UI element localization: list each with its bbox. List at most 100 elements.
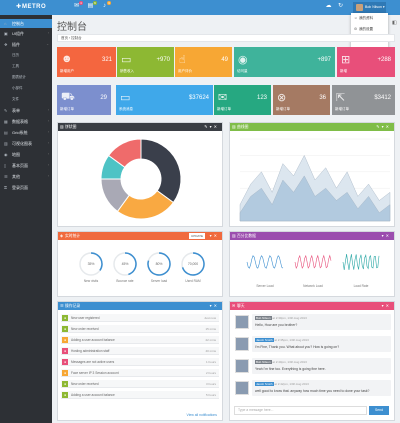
stat-value: 123 xyxy=(256,95,267,101)
sidebar-item-ui[interactable]: ▣ UI组件 ‹ xyxy=(0,29,52,38)
activity-list-item[interactable]: ● Adding a user account balance 5 hours xyxy=(61,391,219,399)
panel-tools[interactable]: ✎▾✕ xyxy=(204,124,219,129)
sidebar-item-label: 可视化图表 xyxy=(12,141,32,146)
menu-item-label: 我的资料 xyxy=(359,16,373,20)
sidebar-item-charts[interactable]: ▥ 可视化图表 ‹ xyxy=(0,139,52,148)
percent-stats-panel: ▥ 百分比数据 ▾✕ Server Load Network Load Load R… xyxy=(229,231,395,297)
chat-sender[interactable]: Jacob Smith xyxy=(255,338,274,342)
sidebar-subitem[interactable]: 日历 xyxy=(12,53,19,57)
stat-label: 销售收入 xyxy=(120,69,134,73)
money-icon: ● xyxy=(62,337,68,343)
sidebar-subitem[interactable]: 图表统计 xyxy=(12,75,26,79)
bell-icon[interactable]: ♪ 3 xyxy=(103,1,111,9)
breadcrumb-home-link[interactable]: 首页 xyxy=(61,36,68,40)
chat-input[interactable]: Type a message here... xyxy=(234,406,367,415)
activity-text: Face server IP 3 Session account xyxy=(71,371,119,375)
avatar xyxy=(235,315,249,329)
stat-tile[interactable]: ⊞ +288 新增 xyxy=(337,47,395,77)
sidebar-item-pages[interactable]: ▯ 基本页面 ‹ xyxy=(0,161,52,170)
sidebar-item-grid[interactable]: ▤ Grid系统 ‹ xyxy=(0,128,52,137)
chat-timestamp: at 2:30pm, 13th Aug 2013 xyxy=(272,316,307,320)
stat-tile[interactable]: ⛟ 29 新增订单 xyxy=(57,85,111,115)
chat-sender[interactable]: Bob Nilson xyxy=(255,360,272,364)
sidebar-item-label: 地图 xyxy=(12,152,20,157)
sidebar-item-plugins[interactable]: ❖ 插件 ⌄ xyxy=(0,40,52,49)
list-icon: ☰ xyxy=(60,303,64,308)
update-button[interactable]: UPDATE xyxy=(189,233,205,239)
mail-icon[interactable]: ✉ 4 xyxy=(73,1,83,9)
refresh-icon[interactable]: ↻ xyxy=(337,3,344,9)
gauge-value: 45% xyxy=(122,262,129,266)
gauge-label: Server load xyxy=(151,279,168,283)
cloud-icon[interactable]: ☁ xyxy=(325,3,332,9)
panel-tools[interactable]: ▾✕ xyxy=(381,233,391,238)
chevron-down-icon: ⌄ xyxy=(46,42,49,46)
panel-header: ▥ 饼状图 ✎▾✕ xyxy=(58,123,222,131)
sidebar-item-maps[interactable]: ◉ 地图 ‹ xyxy=(0,150,52,159)
breadcrumb: 首页 › 控制台 xyxy=(57,34,395,42)
component-icon: ▣ xyxy=(4,31,8,36)
sidebar-toggle-icon[interactable]: ◧ xyxy=(392,20,397,26)
sidebar-subitem[interactable]: 文件 xyxy=(12,97,19,101)
activity-text: Hosting administration staff xyxy=(71,349,110,353)
menu-item-settings[interactable]: ⚙ 我的设置 xyxy=(351,24,388,35)
sidebar-subitem[interactable]: 工具 xyxy=(12,64,19,68)
activity-list-item[interactable]: ● Messages are not active users 1 hours xyxy=(61,358,219,366)
activity-time: 3 hours xyxy=(205,382,216,386)
chat-sender[interactable]: Jacob Smith xyxy=(255,382,274,386)
activity-list-item[interactable]: ● New order received 3 hours xyxy=(61,380,219,388)
other-icon: ☰ xyxy=(4,174,8,179)
panel-tools[interactable]: ▾✕ xyxy=(209,303,219,308)
tasks-icon[interactable]: ▤ 9 xyxy=(87,1,97,9)
stat-tile[interactable]: ✉ 123 新增订单 xyxy=(214,85,271,115)
sparkline-label: Load Rate xyxy=(353,284,369,288)
alerts-badge: 3 xyxy=(107,1,111,5)
main-content: 控制台 首页 › 控制台 ☻ 321 新增用户 ▭ +970 销售收入 ☝ 49 用户评价 … xyxy=(52,15,400,423)
mail-badge: 4 xyxy=(79,1,83,5)
sidebar-item-other[interactable]: ☰ 其他 ‹ xyxy=(0,172,52,181)
chat-text: I'm Fine, Thank you. What about you? How… xyxy=(255,345,340,349)
user-menu-button[interactable]: Bob Nilson ▾ xyxy=(353,2,386,13)
chart-icon: ▥ xyxy=(232,124,236,129)
panel-tools[interactable]: ✎▾✕ xyxy=(376,124,391,129)
sidebar-item-forms[interactable]: ✎ 表单 ‹ xyxy=(0,106,52,115)
activity-list-item[interactable]: ● Adding a user account balance 22 mins xyxy=(61,336,219,344)
activity-time: 1 hours xyxy=(205,360,216,364)
activity-list-item[interactable]: ● Face server IP 3 Session account 2 hours xyxy=(61,369,219,377)
stat-tile[interactable]: ☝ 49 用户评价 xyxy=(175,47,232,77)
gauge-value: 35% xyxy=(88,262,95,266)
panel-tools[interactable]: ▾✕ xyxy=(381,303,391,308)
view-all-notifications-link[interactable]: View all notifications xyxy=(186,413,217,417)
stat-tile[interactable]: ◉ +897 访问量 xyxy=(234,47,335,77)
menu-item-profile[interactable]: ☺ 我的资料 xyxy=(351,13,388,24)
activity-log-panel: ☰ 操作记录 ▾✕ ● New user registered Just now ● New… xyxy=(57,301,223,421)
sidebar-item-label: Grid系统 xyxy=(12,130,28,135)
sidebar-item-login[interactable]: ⚿ 登录页面 xyxy=(0,183,52,192)
stat-tile[interactable]: ▭ +970 销售收入 xyxy=(117,47,174,77)
activity-time: Just now xyxy=(204,316,216,320)
stat-tile[interactable]: ▭ $37624 系统消息 xyxy=(116,85,213,115)
chevron-icon: ‹ xyxy=(47,31,49,35)
panel-tools[interactable]: ▾✕ xyxy=(209,233,219,238)
stat-value: $3412 xyxy=(374,95,391,101)
thumbs-up-icon: ☝ xyxy=(179,54,186,66)
map-icon: ◉ xyxy=(4,152,8,157)
user-avatar[interactable] xyxy=(356,4,363,11)
chart-icon: ▥ xyxy=(60,124,64,129)
cart-icon: ● xyxy=(62,381,68,387)
sidebar-item-tables[interactable]: ▦ 数据表格 ‹ xyxy=(0,117,52,126)
stat-tile[interactable]: ☻ 321 新增用户 xyxy=(57,47,116,77)
activity-time: 40 mins xyxy=(205,349,216,353)
sidebar-subitem[interactable]: 小部件 xyxy=(12,86,23,90)
activity-list-item[interactable]: ● New user registered Just now xyxy=(61,314,219,322)
activity-list-item[interactable]: ● New order received 15 mins xyxy=(61,325,219,333)
send-button[interactable]: Send xyxy=(369,406,389,415)
sparkline-label: Server Load xyxy=(256,284,274,288)
sidebar-item-dashboard[interactable]: ⌂ 控制台 xyxy=(0,19,52,28)
sidebar-item-label: 基本页面 xyxy=(12,163,28,168)
activity-list-item[interactable]: ● Hosting administration staff 40 mins xyxy=(61,347,219,355)
chat-bubble: Bob Nilson at 2:30pm, 13th Aug 2013 Hello… xyxy=(252,314,391,330)
stat-tile[interactable]: ⊗ 36 新增订单 xyxy=(273,85,330,115)
stat-tile[interactable]: ⇱ $3412 新增订单 xyxy=(332,85,395,115)
chat-sender[interactable]: Bob Nilson xyxy=(255,316,272,320)
